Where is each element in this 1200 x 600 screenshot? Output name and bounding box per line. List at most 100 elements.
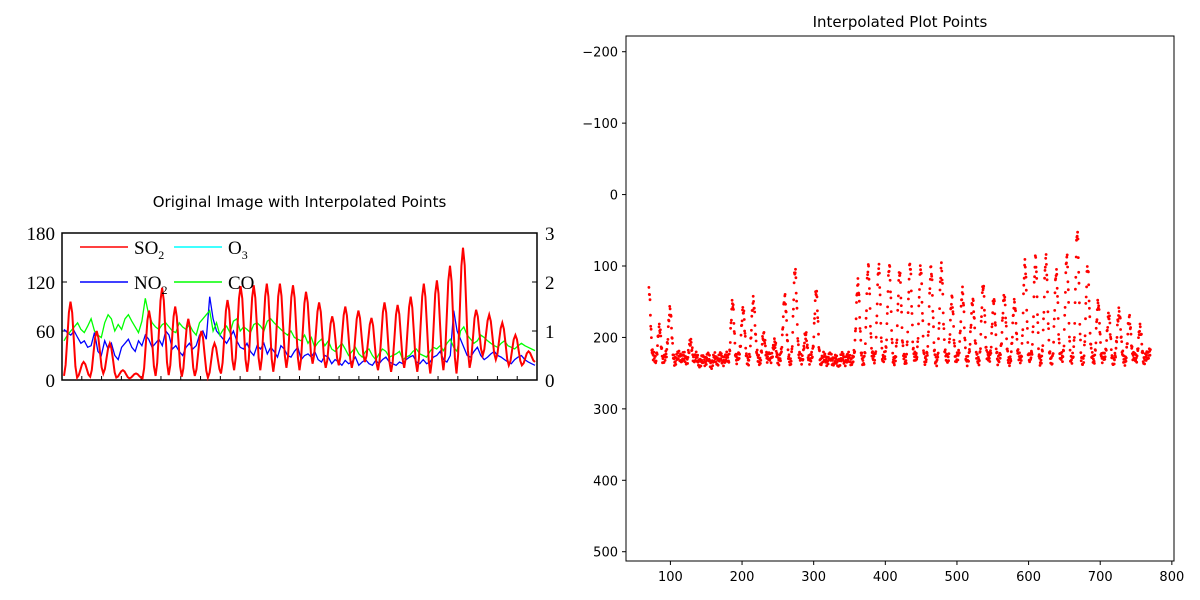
interpolated-point <box>686 362 689 365</box>
interpolated-point <box>775 353 779 357</box>
interpolated-point <box>1045 278 1049 282</box>
interpolated-point <box>965 364 969 368</box>
interpolated-point <box>743 334 747 338</box>
interpolated-point <box>1034 256 1038 259</box>
interpolated-point <box>868 292 872 296</box>
interpolated-point <box>1094 341 1098 345</box>
right-y-tick-label: 200 <box>593 331 618 346</box>
interpolated-point <box>962 326 966 330</box>
interpolated-point <box>1138 325 1142 329</box>
interpolated-point <box>1015 332 1019 336</box>
interpolated-point <box>711 364 715 367</box>
interpolated-point <box>792 298 796 302</box>
interpolated-point <box>905 352 908 356</box>
interpolated-point <box>909 268 912 271</box>
interpolated-point <box>689 341 693 344</box>
interpolated-point <box>845 360 849 364</box>
interpolated-point <box>856 277 860 280</box>
interpolated-point <box>1035 295 1039 299</box>
interpolated-point <box>886 305 889 309</box>
right-x-tick-label: 400 <box>873 570 898 585</box>
interpolated-point <box>802 347 806 350</box>
interpolated-point <box>942 322 945 326</box>
interpolated-point <box>808 363 811 366</box>
interpolated-point <box>790 347 794 351</box>
interpolated-point <box>1071 351 1074 355</box>
interpolated-point <box>1056 317 1060 320</box>
interpolated-point <box>887 269 891 273</box>
interpolated-point <box>1031 330 1035 334</box>
interpolated-point <box>1089 342 1093 346</box>
interpolated-point <box>649 313 652 317</box>
interpolated-point <box>951 306 954 309</box>
interpolated-point <box>714 360 717 364</box>
interpolated-point <box>864 325 868 329</box>
interpolated-point <box>674 360 677 364</box>
interpolated-point <box>1147 356 1150 360</box>
interpolated-point <box>970 312 973 315</box>
interpolated-point <box>979 347 982 350</box>
interpolated-point <box>1051 352 1055 355</box>
interpolated-point <box>898 274 902 277</box>
interpolated-point <box>994 323 997 327</box>
interpolated-point <box>894 344 898 348</box>
interpolated-point <box>1079 338 1082 342</box>
interpolated-point <box>921 319 925 323</box>
interpolated-point <box>988 357 991 360</box>
interpolated-point <box>722 364 725 368</box>
interpolated-point <box>931 294 934 297</box>
interpolated-point <box>1018 351 1021 355</box>
interpolated-point <box>1042 295 1046 299</box>
interpolated-point <box>796 337 800 340</box>
interpolated-point <box>780 345 784 349</box>
interpolated-point <box>1013 307 1017 310</box>
interpolated-point <box>1093 362 1096 365</box>
interpolated-point <box>1070 358 1073 362</box>
interpolated-point <box>1063 313 1067 317</box>
interpolated-point <box>900 310 903 314</box>
interpolated-point <box>1076 256 1080 259</box>
interpolated-point <box>1085 265 1089 268</box>
interpolated-point <box>759 362 762 365</box>
interpolated-point <box>671 341 674 345</box>
interpolated-point <box>659 328 662 332</box>
interpolated-point <box>1125 345 1129 349</box>
interpolated-point <box>708 353 711 357</box>
interpolated-point <box>758 356 762 360</box>
interpolated-point <box>800 362 803 366</box>
interpolated-point <box>1114 346 1118 350</box>
interpolated-point <box>998 356 1002 360</box>
interpolated-point <box>957 351 961 355</box>
interpolated-point <box>1043 265 1047 269</box>
interpolated-point <box>920 300 924 304</box>
interpolated-point <box>989 351 993 355</box>
interpolated-point <box>666 342 669 345</box>
left-y-tick-label: 60 <box>36 322 55 343</box>
interpolated-point <box>1145 353 1148 357</box>
interpolated-point <box>979 332 983 336</box>
interpolated-point <box>738 352 741 356</box>
interpolated-point <box>847 350 850 354</box>
interpolated-point <box>936 351 940 355</box>
interpolated-point <box>1021 328 1025 332</box>
interpolated-point <box>877 262 881 266</box>
interpolated-point <box>826 362 830 366</box>
interpolated-point <box>1138 329 1141 333</box>
interpolated-point <box>1085 285 1088 289</box>
interpolated-point <box>1020 342 1024 345</box>
interpolated-point <box>744 346 748 350</box>
right-y-tick-label: 0 <box>610 189 618 204</box>
interpolated-point <box>1093 353 1097 357</box>
interpolated-point <box>719 352 723 355</box>
interpolated-point <box>905 340 909 344</box>
interpolated-point <box>894 355 898 359</box>
interpolated-point <box>935 364 939 368</box>
interpolated-point <box>794 267 797 271</box>
interpolated-point <box>779 359 782 363</box>
interpolated-point <box>766 355 769 359</box>
interpolated-point <box>1045 263 1048 266</box>
interpolated-point <box>1078 322 1082 326</box>
interpolated-point <box>928 287 932 290</box>
interpolated-point <box>867 264 870 268</box>
interpolated-point <box>906 311 910 314</box>
